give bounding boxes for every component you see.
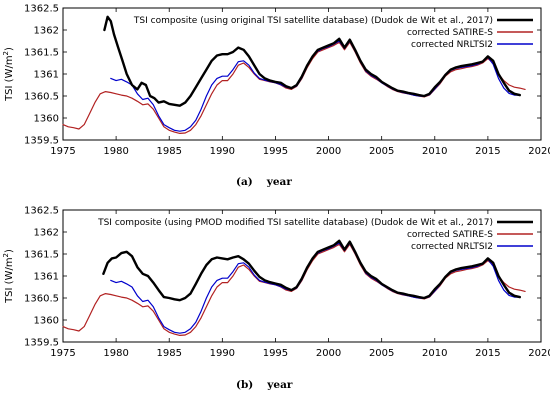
series-group: [62, 239, 526, 336]
series-group: [62, 15, 526, 134]
y-tick-label: 1360: [34, 114, 59, 125]
y-tick-label: 1361: [34, 272, 59, 283]
legend: TSI composite (using original TSI satell…: [133, 16, 533, 50]
y-tick-label: 1361.5: [24, 250, 59, 261]
y-axis-label: TSI (W/m2): [2, 249, 15, 304]
x-tick-label: 1985: [156, 348, 181, 359]
y-tick-label: 1362: [34, 228, 59, 239]
series-line-composite: [103, 15, 521, 107]
x-tick-label: 1975: [50, 146, 75, 157]
panel-caption: (a) year: [236, 176, 292, 188]
x-tick-label: 2000: [316, 348, 341, 359]
chart-panel-a: 1975 1980 1985 1990 1995 2000 2005 2010 2015 2020…: [2, 4, 550, 189]
legend-label-satire-s: corrected SATIRE-S: [407, 230, 493, 240]
legend-label-composite: TSI composite (using original TSI satell…: [133, 16, 493, 26]
series-line-composite: [102, 239, 521, 302]
x-tick-label: 2020: [528, 348, 550, 359]
x-tick-label: 1995: [263, 348, 288, 359]
y-tick-label: 1359.5: [24, 338, 59, 349]
x-tick-label: 2015: [475, 146, 500, 157]
y-tick-label: 1360: [34, 316, 59, 327]
x-tick-label: 2015: [475, 348, 500, 359]
x-tick-label: 1990: [210, 348, 235, 359]
x-tick-label: 1975: [50, 348, 75, 359]
x-tick-label: 1985: [156, 146, 181, 157]
x-tick-label: 1980: [103, 146, 128, 157]
x-tick-label: 2005: [369, 348, 394, 359]
y-tick-label: 1361.5: [24, 48, 59, 59]
legend-label-composite: TSI composite (using PMOD modified TSI s…: [97, 218, 493, 228]
y-axis-label: TSI (W/m2): [2, 47, 15, 102]
y-tick-label: 1362.5: [24, 4, 59, 15]
y-tick-label: 1362.5: [24, 206, 59, 217]
y-tick-label: 1361: [34, 70, 59, 81]
x-tick-label: 2005: [369, 146, 394, 157]
chart-panel-b: 1975 1980 1985 1990 1995 2000 2005 2010 2015 2020…: [2, 206, 550, 392]
x-tick-label: 1995: [263, 146, 288, 157]
x-tick-label: 2010: [422, 348, 447, 359]
legend-label-satire-s: corrected SATIRE-S: [407, 28, 493, 38]
y-tick-label: 1362: [34, 26, 59, 37]
legend: TSI composite (using PMOD modified TSI s…: [97, 218, 533, 252]
x-tick-label: 2010: [422, 146, 447, 157]
x-tick-label: 1980: [103, 348, 128, 359]
x-tick-label: 2000: [316, 146, 341, 157]
panel-caption: (b) year: [236, 379, 293, 391]
y-tick-label: 1360.5: [24, 92, 59, 103]
x-tick-label: 2020: [528, 146, 550, 157]
x-tick-label: 1990: [210, 146, 235, 157]
y-tick-label: 1360.5: [24, 294, 59, 305]
legend-label-nrltsi2: corrected NRLTSI2: [411, 40, 493, 50]
y-tick-label: 1359.5: [24, 136, 59, 147]
legend-label-nrltsi2: corrected NRLTSI2: [411, 242, 493, 252]
